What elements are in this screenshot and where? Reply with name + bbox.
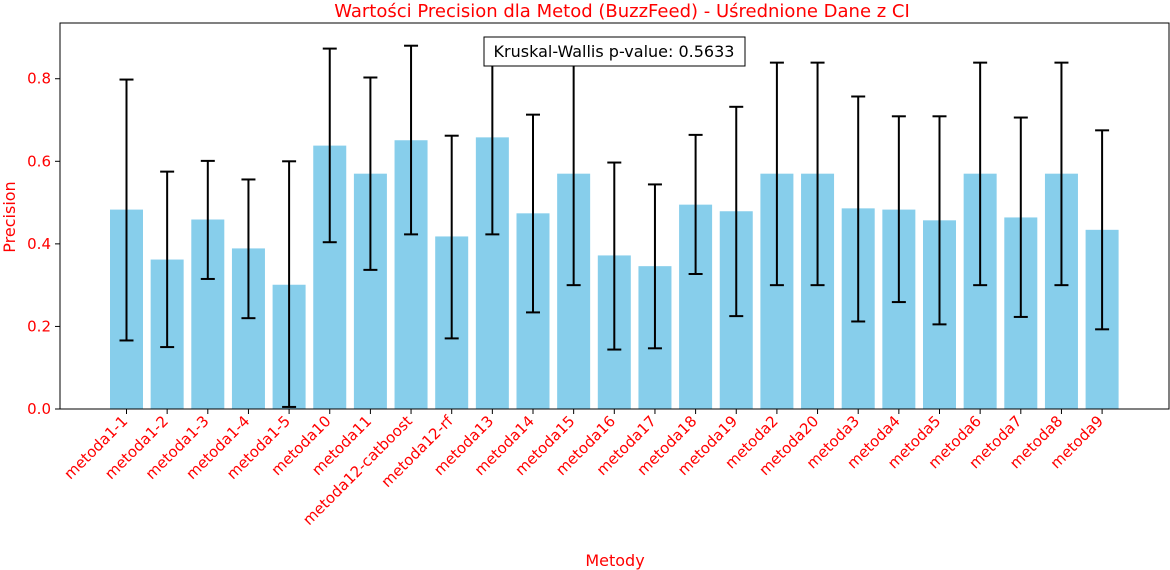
errorbar-metoda19 [729,105,744,318]
errorbar-metoda1-4 [241,178,256,320]
errorbar-metoda8 [1054,61,1069,287]
errorbar-metoda1-1 [119,78,134,342]
y-tick-label: 0.6 [27,152,51,170]
errorbar-metoda3 [851,95,866,323]
errorbar-metoda17 [647,183,662,350]
y-tick-label: 0.2 [27,317,51,335]
errorbar-metoda2 [769,61,784,287]
x-axis-label: Metody [585,551,644,570]
errorbar-metoda11 [363,76,378,271]
y-axis-label: Precision [0,181,19,252]
errorbar-metoda5 [932,115,947,326]
errorbar-metoda1-3 [200,159,215,280]
errorbar-metoda6 [973,61,988,287]
annotation-text: Kruskal-Wallis p-value: 0.5633 [494,42,735,61]
bars-layer [110,137,1119,410]
annotation-frame [483,36,746,67]
y-tick-label: 0.8 [27,70,51,88]
errorbar-metoda18 [688,133,703,276]
errorbar-metoda9 [1095,129,1110,331]
y-tick-label: 0.4 [27,235,51,253]
errorbars-layer [119,39,1110,408]
errorbar-metoda10 [322,47,337,244]
errorbar-metoda7 [1013,116,1028,318]
errorbar-metoda16 [607,161,622,351]
errorbar-metoda12-rf [444,134,459,340]
chart-title: Wartości Precision dla Metod (BuzzFeed) … [334,1,910,22]
errorbar-metoda20 [810,61,825,287]
errorbar-metoda14 [526,113,540,314]
annotation-box: Kruskal-Wallis p-value: 0.5633 [483,36,746,67]
errorbar-metoda12-catboost [404,44,419,236]
errorbar-metoda1-5 [282,160,297,408]
y-tick-label: 0.0 [27,400,51,418]
errorbar-metoda1-2 [160,170,175,349]
errorbar-metoda4 [891,115,906,304]
